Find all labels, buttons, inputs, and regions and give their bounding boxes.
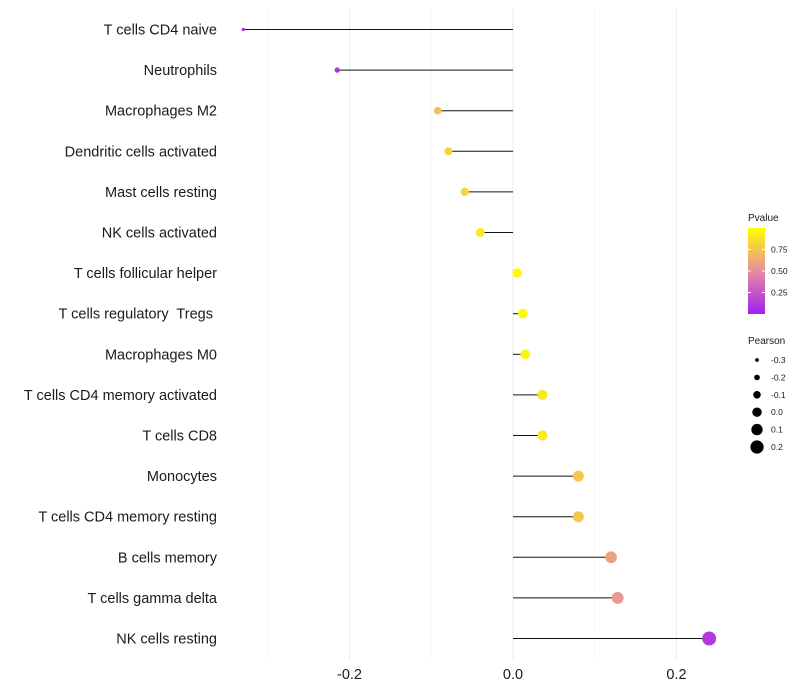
category-labels: T cells CD4 naive Neutrophils Macrophages …	[24, 23, 218, 648]
category-label: NK cells resting	[116, 632, 217, 648]
lollipop-point	[512, 268, 522, 278]
category-label: T cells gamma delta	[88, 591, 218, 607]
lollipop-point	[433, 106, 442, 115]
lollipop-point	[605, 551, 617, 564]
pvalue-legend: Pvalue 0.25 0.50 0.75	[748, 213, 788, 314]
pearson-size-key	[750, 440, 764, 454]
category-label: T cells follicular helper	[74, 266, 217, 282]
lollipop-point	[537, 389, 548, 400]
x-tick-label: 0.0	[503, 667, 523, 683]
x-tick-label: -0.2	[337, 667, 362, 683]
category-label: B cells memory	[118, 550, 218, 566]
pearson-key-label: -0.2	[771, 372, 786, 382]
lollipop-stems	[243, 29, 710, 639]
pvalue-tick-label: 0.25	[771, 288, 788, 298]
category-label: Dendritic cells activated	[65, 144, 217, 160]
pvalue-tick-label: 0.75	[771, 245, 788, 255]
category-label: NK cells activated	[102, 226, 217, 242]
pearson-size-key	[751, 423, 763, 436]
category-label: Monocytes	[147, 469, 217, 485]
pearson-legend-title: Pearson	[748, 336, 785, 347]
pearson-key-label: 0.0	[771, 407, 783, 417]
lollipop-point	[517, 308, 528, 319]
pvalue-colorbar	[748, 228, 765, 314]
category-label: Mast cells resting	[105, 185, 217, 201]
lollipop-point	[444, 147, 453, 156]
lollipop-point	[334, 67, 340, 73]
pvalue-tick-label: 0.50	[771, 266, 788, 276]
category-label: Neutrophils	[144, 63, 217, 79]
x-tick-label: 0.2	[666, 667, 686, 683]
pearson-size-key	[752, 407, 762, 417]
pearson-key-label: 0.1	[771, 425, 783, 435]
pearson-size-key	[755, 358, 759, 362]
category-label: T cells CD4 memory activated	[24, 388, 217, 404]
pearson-size-key	[754, 374, 760, 381]
pearson-legend: Pearson -0.3 -0.2 -0.1 0.0 0.1 0.2	[748, 336, 786, 454]
category-label: T cells CD8	[142, 429, 217, 445]
pearson-size-key	[753, 391, 761, 399]
lollipop-point	[572, 470, 584, 482]
lollipop-point	[537, 430, 548, 441]
x-axis-ticks: -0.2 0.0 0.2	[337, 667, 687, 683]
lollipop-point	[475, 228, 485, 237]
grid-lines	[267, 8, 677, 660]
lollipop-point	[702, 631, 717, 646]
category-label: T cells regulatory Tregs	[59, 307, 218, 323]
category-label: T cells CD4 naive	[104, 23, 217, 39]
category-label: T cells CD4 memory resting	[38, 510, 217, 526]
category-label: Macrophages M0	[105, 347, 217, 363]
lollipop-point	[460, 187, 469, 197]
lollipop-point	[572, 511, 584, 523]
lollipop-point	[241, 27, 245, 32]
lollipop-points	[241, 27, 717, 646]
pearson-key-label: -0.1	[771, 390, 786, 400]
pearson-key-label: 0.2	[771, 442, 783, 452]
pearson-key-label: -0.3	[771, 355, 786, 365]
category-label: Macrophages M2	[105, 104, 217, 120]
pvalue-legend-title: Pvalue	[748, 213, 779, 224]
lollipop-point	[520, 349, 531, 360]
lollipop-point	[611, 591, 624, 604]
